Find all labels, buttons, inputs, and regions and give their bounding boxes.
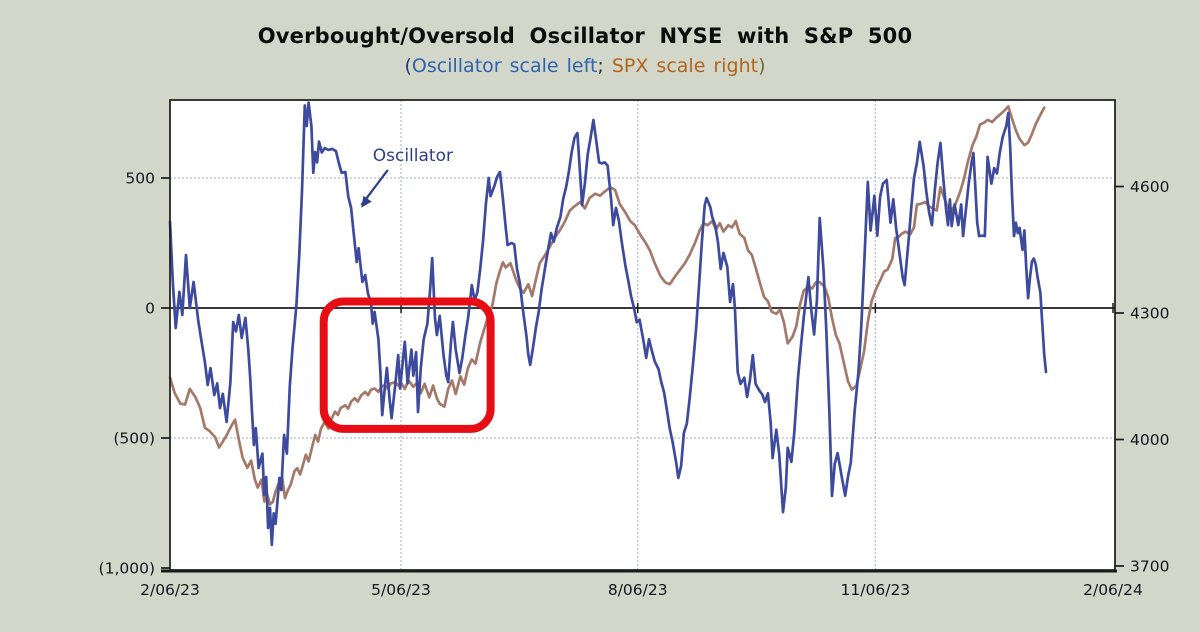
right-axis-tick-label: 3700 [1130, 558, 1169, 576]
subtitle-separator: ; [597, 55, 604, 77]
x-axis-tick-label: 11/06/23 [841, 581, 911, 599]
annotation-arrowhead [361, 195, 372, 208]
oscillator-annotation-label: Oscillator [373, 146, 453, 166]
x-axis-tick-label: 8/06/23 [608, 581, 668, 599]
axis-ticks [161, 177, 1124, 569]
chart-title: Overbought/Oversold Oscillator NYSE with… [257, 24, 913, 48]
right-axis-tick-label: 4600 [1130, 178, 1169, 196]
left-axis-tick-label: (1,000) [99, 560, 155, 578]
x-axis-tick-label: 2/06/23 [140, 581, 200, 599]
left-axis-tick-label: 0 [145, 300, 155, 318]
right-axis-tick-label: 4000 [1130, 431, 1169, 449]
subtitle-right-scale-text: SPX scale right [611, 55, 759, 77]
chart-subtitle: (Oscillator scale left; SPX scale right) [0, 55, 1170, 77]
annotations: Oscillator [319, 146, 495, 433]
axis-labels: 500 0 (500) (1,000) 4600 4300 4000 3700 2/06/23 5… [99, 170, 1170, 600]
plot-border [161, 99, 1117, 573]
oscillator-line [168, 101, 1048, 547]
left-axis-tick-label: (500) [113, 430, 155, 448]
highlight-box [319, 297, 495, 433]
subtitle-left-scale-text: Oscillator scale left [411, 55, 598, 77]
right-axis-tick-label: 4300 [1130, 305, 1169, 323]
subtitle-open-paren: ( [404, 55, 412, 77]
data-series [168, 101, 1048, 547]
left-axis-tick-label: 500 [125, 170, 155, 188]
subtitle-close-paren: ) [758, 55, 766, 77]
x-axis-tick-label: 2/06/24 [1083, 581, 1143, 599]
x-axis-tick-label: 5/06/23 [371, 581, 431, 599]
